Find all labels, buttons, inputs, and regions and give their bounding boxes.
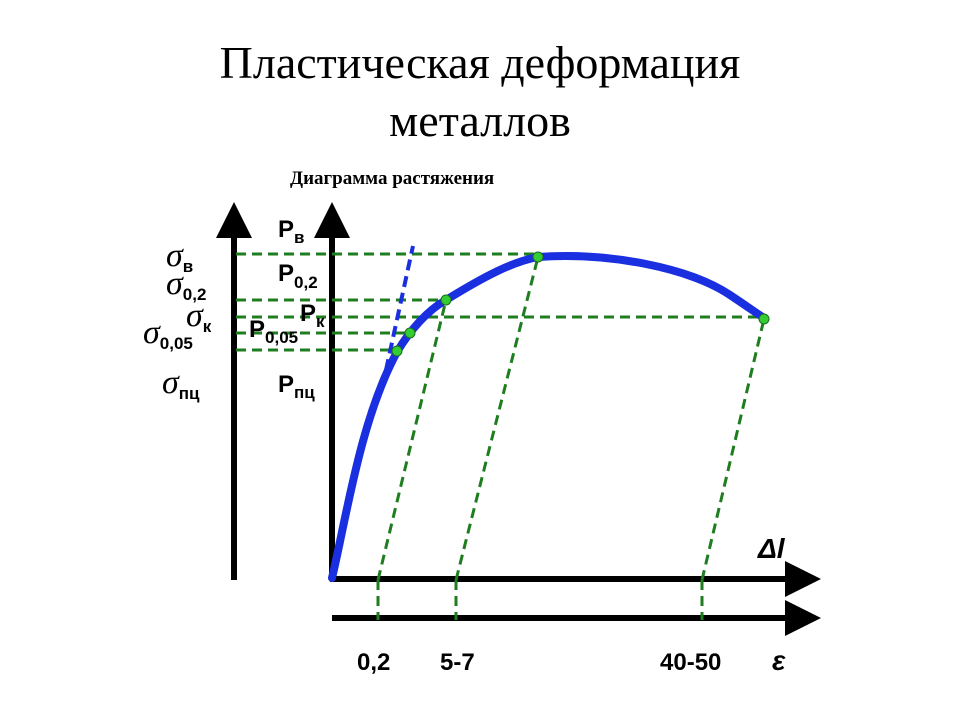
strain-tick-5-7: 5-7	[440, 649, 475, 676]
point-yield-strength	[440, 294, 452, 306]
strain-tick-40-50: 40-50	[660, 649, 721, 676]
point-elastic-limit	[404, 327, 416, 339]
label-sigma-pc: σпц	[162, 364, 200, 403]
axis-label-delta-l: Δl	[757, 533, 786, 564]
label-p-005: P0,05	[249, 316, 298, 347]
point-proportional-limit	[391, 345, 403, 357]
label-sigma-005: σ0,05	[143, 314, 193, 353]
label-p-v: Pв	[278, 216, 304, 247]
point-ultimate-strength	[532, 251, 544, 263]
label-p-02: P0,2	[278, 260, 318, 292]
label-sigma-k: σк	[186, 297, 212, 336]
label-sigma-v: σв	[166, 237, 193, 276]
point-fracture	[758, 313, 770, 325]
label-sigma-02: σ0,2	[166, 265, 206, 304]
elastic-extension-line	[384, 245, 415, 371]
label-p-k: Pк	[300, 300, 325, 331]
slide-title-line-2: металлов	[389, 95, 571, 146]
unload-line-5-7	[454, 256, 540, 581]
slide-title-line-1: Пластическая деформация	[219, 37, 741, 88]
diagram-subtitle: Диаграмма растяжения	[290, 168, 495, 189]
label-p-pc: Pпц	[278, 371, 315, 402]
axis-label-epsilon: ε	[772, 645, 786, 676]
slide-title: Пластическая деформация металлов	[0, 34, 960, 150]
tensile-curve	[328, 252, 768, 582]
unload-line-40-50	[700, 318, 766, 581]
strain-tick-0-2: 0,2	[357, 649, 390, 676]
unload-line-0-2	[376, 299, 448, 581]
